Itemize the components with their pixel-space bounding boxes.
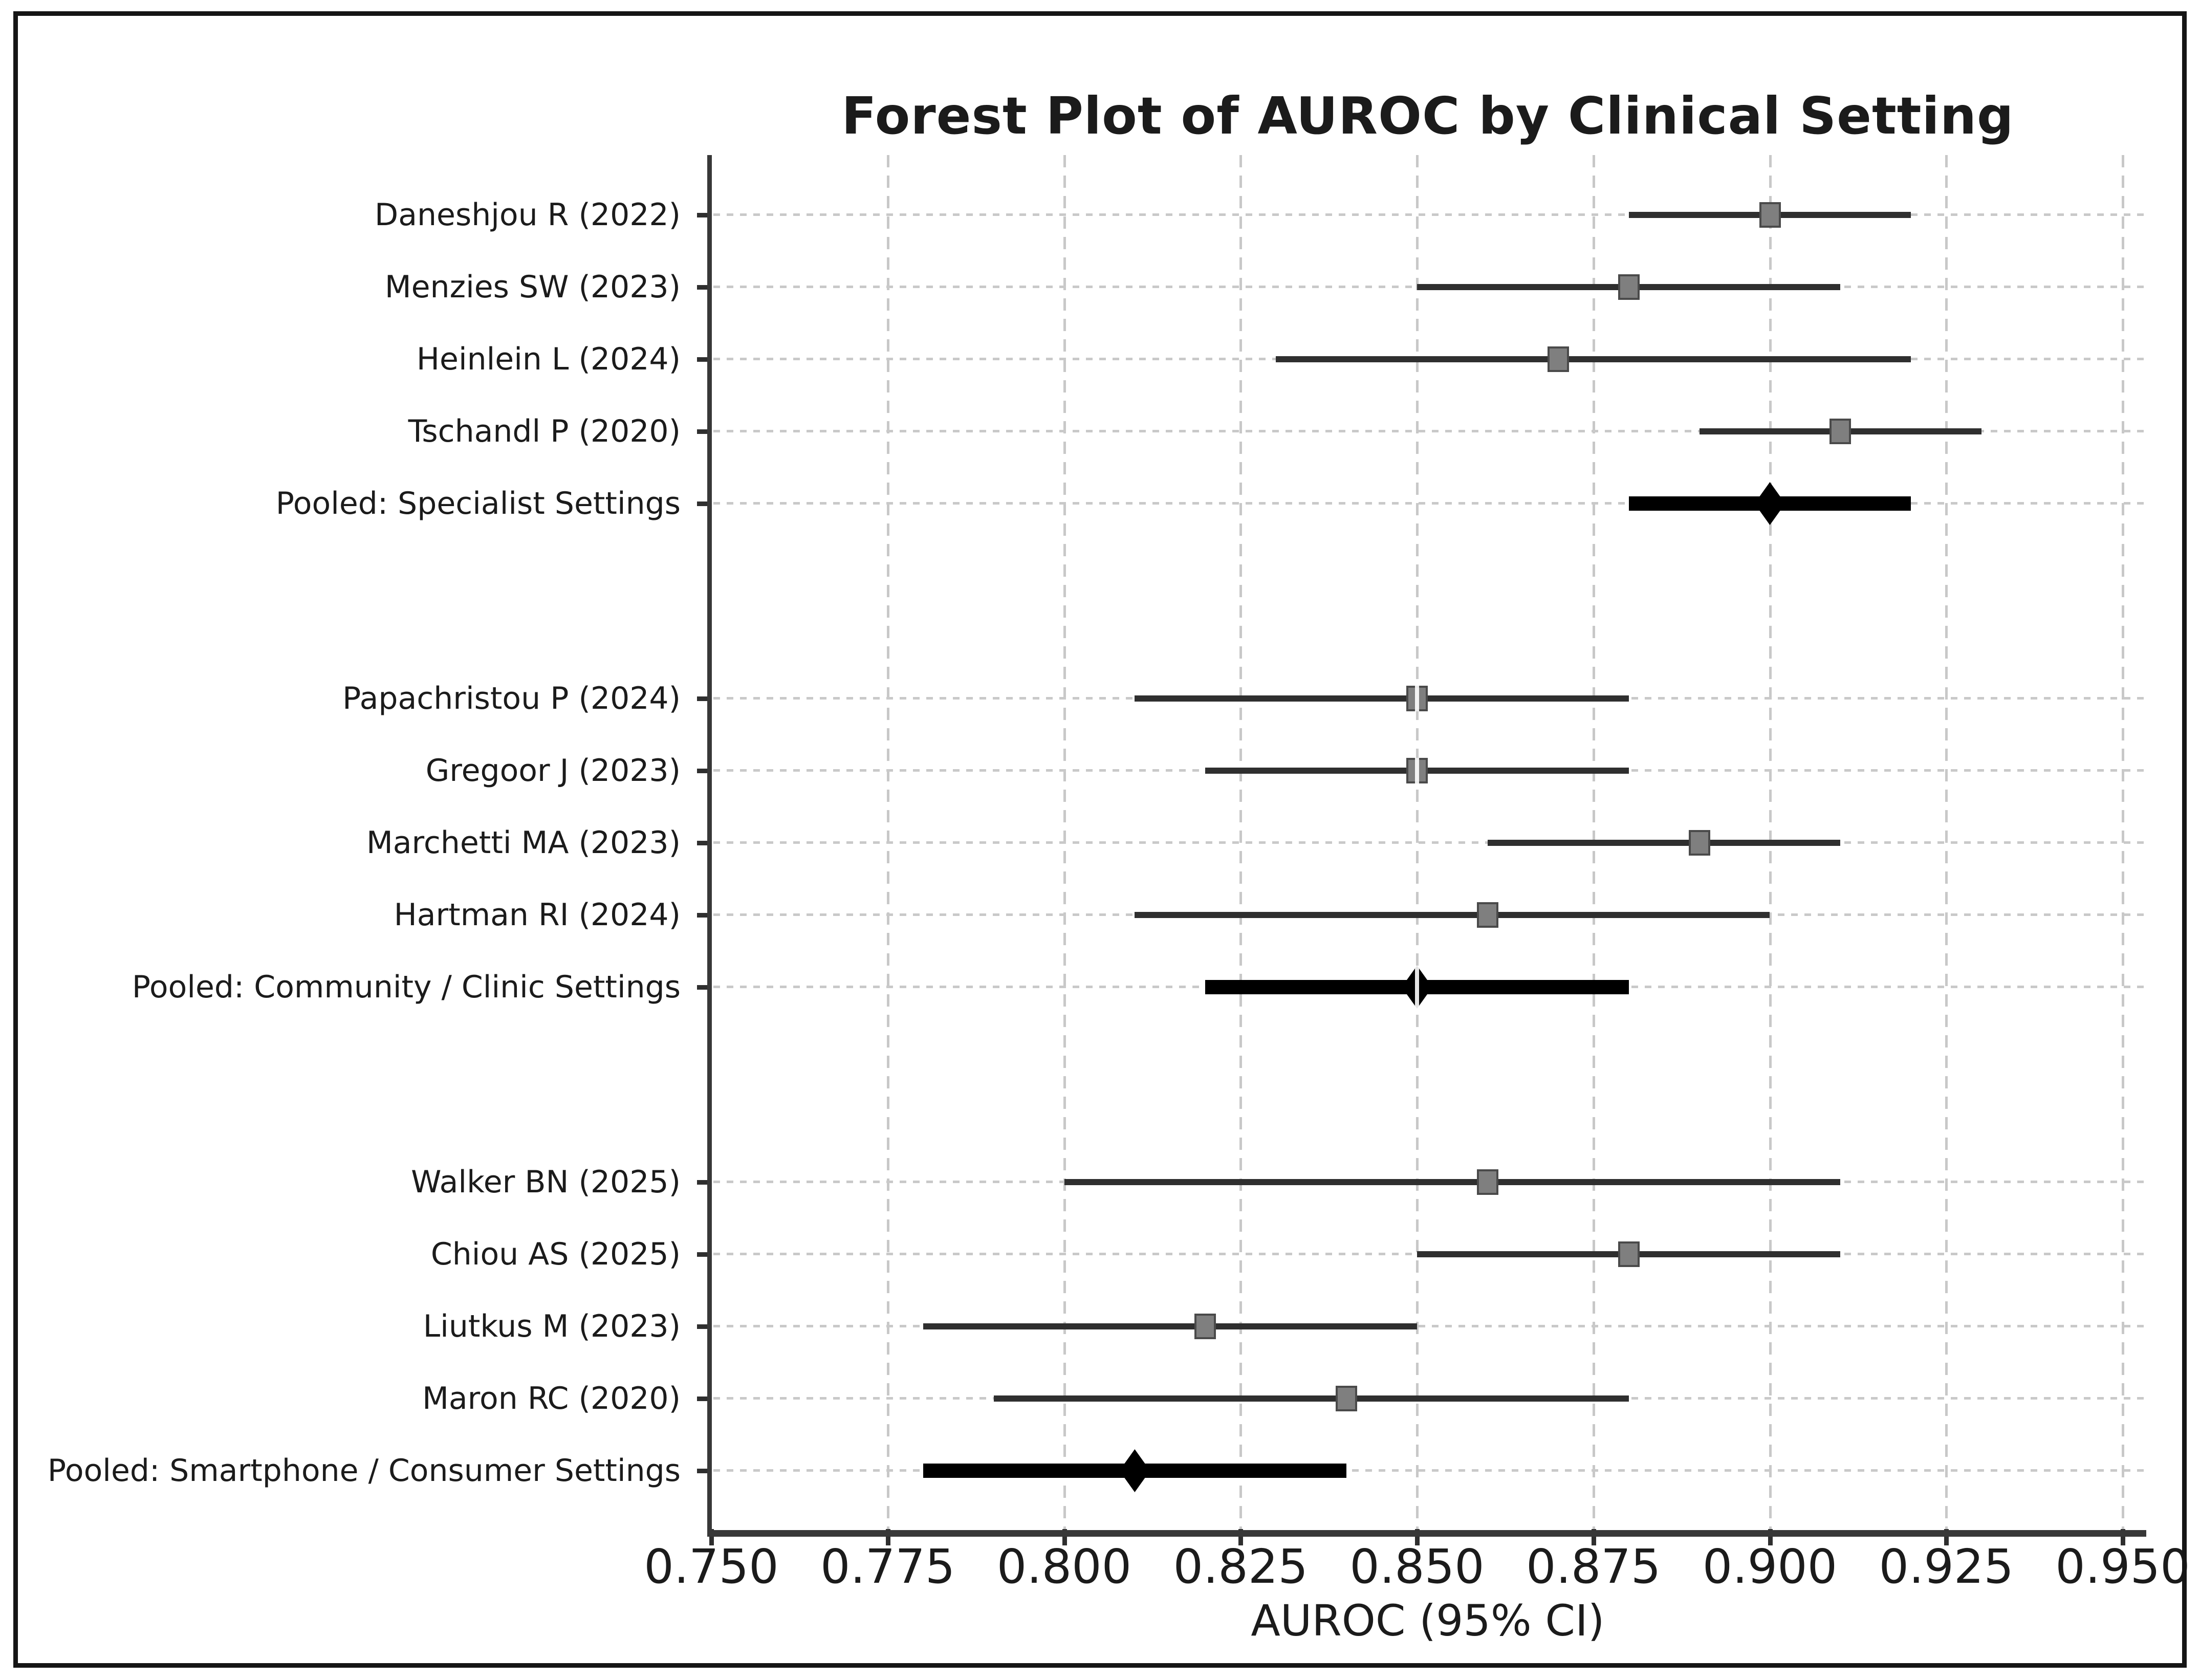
x-tick-label-0.900: 0.900 (1702, 1539, 1838, 1594)
x-tick-label-0.950: 0.950 (2055, 1539, 2190, 1594)
y-tick (697, 1397, 711, 1401)
mean-marker (1829, 419, 1852, 444)
x-tick-label-0.875: 0.875 (1526, 1539, 1661, 1594)
row-label: Papachristou P (2024) (342, 681, 681, 716)
mean-marker (1476, 902, 1498, 928)
x-tick-0.750 (709, 1529, 714, 1545)
ci-line (1487, 840, 1841, 846)
row-label: Maron RC (2020) (422, 1381, 681, 1416)
mean-marker-notch (1415, 686, 1419, 711)
x-tick-label-0.775: 0.775 (820, 1539, 955, 1594)
row-label: Pooled: Specialist Settings (275, 486, 681, 521)
y-tick (697, 429, 711, 434)
y-tick (697, 1180, 711, 1185)
y-axis-spine (707, 155, 712, 1536)
x-tick-0.925 (1944, 1529, 1949, 1545)
row-label: Pooled: Smartphone / Consumer Settings (47, 1453, 681, 1489)
row-label: Chiou AS (2025) (430, 1236, 681, 1272)
pooled-diamond-notch (1415, 966, 1419, 1009)
row-guide (713, 1469, 2144, 1472)
x-tick-label-0.750: 0.750 (644, 1539, 779, 1594)
x-tick-0.850 (1415, 1529, 1420, 1545)
x-tick-0.825 (1238, 1529, 1244, 1545)
row-label: Walker BN (2025) (411, 1164, 681, 1200)
y-tick (697, 501, 711, 506)
y-tick (697, 841, 711, 845)
y-tick (697, 1252, 711, 1257)
ci-line (1135, 695, 1629, 702)
row-label: Liutkus M (2023) (423, 1308, 681, 1344)
pooled-diamond (1119, 1449, 1150, 1492)
x-tick-label-0.850: 0.850 (1349, 1539, 1485, 1594)
x-tick-0.875 (1591, 1529, 1596, 1545)
y-tick (697, 357, 711, 362)
row-label: Daneshjou R (2022) (375, 197, 681, 233)
x-tick-0.800 (1062, 1529, 1067, 1545)
x-tick-label-0.825: 0.825 (1173, 1539, 1308, 1594)
y-tick (697, 696, 711, 701)
ci-line (923, 1323, 1417, 1329)
y-tick (697, 913, 711, 918)
y-tick (697, 1469, 711, 1473)
row-label: Menzies SW (2023) (384, 269, 681, 305)
mean-marker-notch (1415, 758, 1419, 783)
x-tick-label-0.800: 0.800 (996, 1539, 1132, 1594)
mean-marker (1547, 346, 1569, 372)
y-tick (697, 769, 711, 773)
row-guide (713, 430, 2144, 432)
x-tick-0.950 (2121, 1529, 2125, 1545)
mean-marker (1476, 1169, 1498, 1195)
row-guide (713, 1325, 2144, 1327)
chart-title: Forest Plot of AUROC by Clinical Setting (841, 86, 2014, 146)
ci-line (993, 1395, 1629, 1402)
mean-marker (1688, 830, 1710, 856)
row-label: Hartman RI (2024) (394, 897, 681, 933)
mean-marker (1194, 1314, 1216, 1339)
x-tick-label-0.925: 0.925 (1879, 1539, 2014, 1594)
y-tick (697, 1324, 711, 1329)
x-tick-0.900 (1768, 1529, 1773, 1545)
ci-line (1276, 356, 1911, 362)
row-guide (713, 841, 2144, 844)
y-tick (697, 985, 711, 990)
x-tick-0.775 (885, 1529, 890, 1545)
mean-marker (1618, 274, 1640, 300)
row-guide (713, 502, 2144, 505)
row-guide (713, 213, 2144, 216)
mean-marker (1336, 1386, 1358, 1411)
y-tick (697, 213, 711, 217)
mean-marker (1618, 1241, 1640, 1267)
row-label: Gregoor J (2023) (425, 753, 681, 789)
row-label: Marchetti MA (2023) (366, 825, 681, 861)
row-label: Heinlein L (2024) (416, 341, 681, 377)
ci-line (1135, 912, 1770, 918)
row-label: Tschandl P (2020) (408, 413, 681, 449)
mean-marker (1759, 202, 1781, 228)
ci-line (1064, 1179, 1841, 1185)
y-tick (697, 285, 711, 290)
x-axis-title: AUROC (95% CI) (1251, 1596, 1605, 1646)
x-axis-spine (707, 1530, 2146, 1537)
pooled-diamond (1754, 482, 1785, 525)
row-label: Pooled: Community / Clinic Settings (132, 969, 681, 1005)
